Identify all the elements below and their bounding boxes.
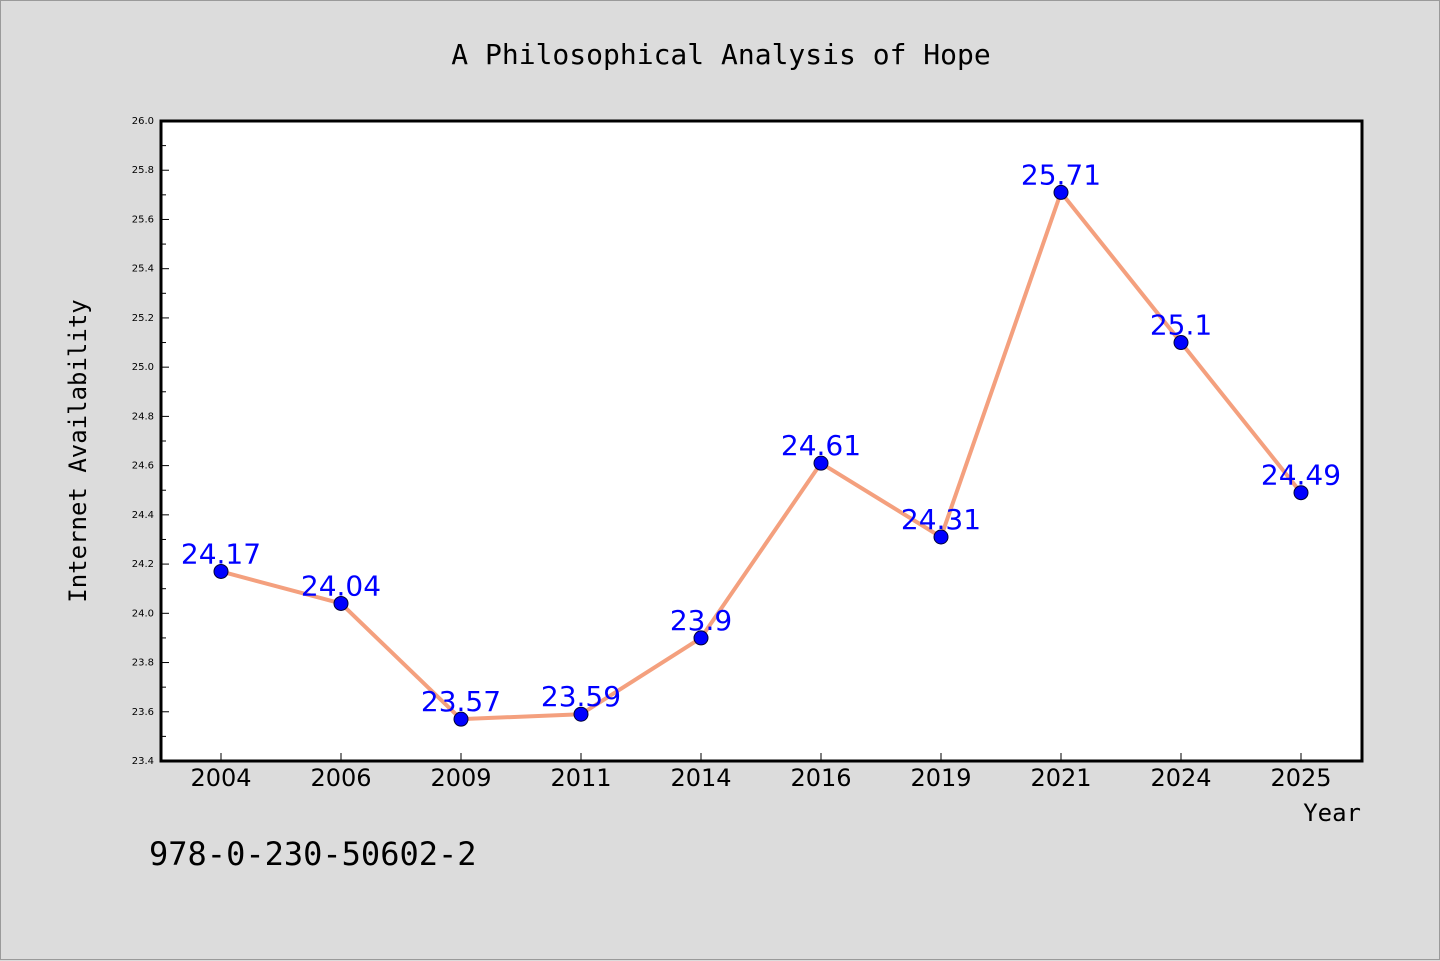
data-label: 25.71 <box>1021 158 1101 191</box>
x-axis: 2004 2006 2009 2011 2014 2016 2019 2021 2024 2025 <box>190 753 1332 792</box>
data-label: 23.9 <box>670 604 732 637</box>
y-axis: 23.4 23.6 23.8 24.0 24.2 24.4 24.6 24.8 25.0 25.2… <box>132 116 169 767</box>
y-tick-label: 25.4 <box>132 264 154 275</box>
y-tick-label: 25.8 <box>132 165 154 176</box>
x-tick-label: 2009 <box>430 764 491 792</box>
data-label-group: 24.17 24.04 23.57 23.59 23.9 24.61 24.31 25.71 2… <box>181 158 1341 718</box>
data-label: 23.59 <box>541 680 621 713</box>
x-tick-label: 2014 <box>670 764 731 792</box>
data-point-marker <box>1293 485 1309 501</box>
data-point-marker <box>813 455 829 471</box>
data-label: 24.31 <box>901 503 981 536</box>
x-tick-label: 2025 <box>1270 764 1331 792</box>
data-point-marker <box>1053 184 1069 200</box>
y-tick-label: 24.8 <box>132 411 154 422</box>
data-point-marker <box>333 595 349 611</box>
y-tick-label: 25.0 <box>132 362 154 373</box>
y-tick-label: 25.2 <box>132 313 154 324</box>
data-point-marker <box>933 529 949 545</box>
x-tick-label: 2024 <box>1150 764 1211 792</box>
data-label: 24.17 <box>181 537 261 570</box>
y-axis-label: Internet Availability <box>64 299 92 602</box>
marker-group <box>213 184 1309 727</box>
y-tick-label: 24.6 <box>132 461 154 472</box>
data-point-marker <box>213 563 229 579</box>
data-point-marker <box>693 630 709 646</box>
y-tick-label: 25.6 <box>132 214 154 225</box>
y-tick-label: 24.2 <box>132 559 154 570</box>
x-tick-label: 2011 <box>550 764 611 792</box>
data-label: 24.49 <box>1261 459 1341 492</box>
data-label: 23.57 <box>421 685 501 718</box>
plot-area <box>159 119 1364 763</box>
y-tick-label: 24.4 <box>132 510 154 521</box>
x-tick-label: 2004 <box>190 764 251 792</box>
data-point-marker <box>573 706 589 722</box>
data-label: 24.61 <box>781 429 861 462</box>
y-tick-label: 23.4 <box>132 756 154 767</box>
x-tick-label: 2019 <box>910 764 971 792</box>
series-line <box>219 190 1303 722</box>
x-axis-label: Year <box>1303 799 1361 827</box>
x-tick-label: 2021 <box>1030 764 1091 792</box>
chart-title: A Philosophical Analysis of Hope <box>451 38 990 71</box>
x-tick-label: 2006 <box>310 764 371 792</box>
footer-isbn: 978-0-230-50602-2 <box>149 835 477 873</box>
data-label: 25.1 <box>1150 309 1212 342</box>
series-line-group <box>219 190 1303 722</box>
data-point-marker <box>453 711 469 727</box>
data-label: 24.04 <box>301 569 381 602</box>
y-tick-label: 23.6 <box>132 707 154 718</box>
y-tick-label: 24.0 <box>132 608 154 619</box>
x-tick-label: 2016 <box>790 764 851 792</box>
y-tick-label: 23.8 <box>132 658 154 669</box>
y-tick-label: 26.0 <box>132 116 154 127</box>
data-point-marker <box>1173 335 1189 351</box>
